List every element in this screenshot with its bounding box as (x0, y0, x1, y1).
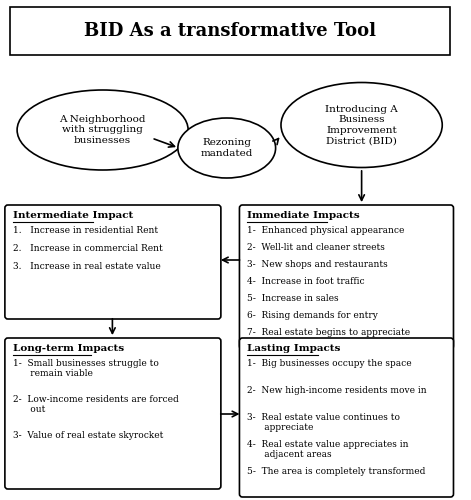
FancyBboxPatch shape (239, 338, 454, 497)
Text: Rezoning
mandated: Rezoning mandated (201, 138, 253, 158)
Text: 3-  Real estate value continues to
      appreciate: 3- Real estate value continues to apprec… (247, 413, 400, 432)
Text: Immediate Impacts: Immediate Impacts (247, 211, 360, 220)
Text: 1-  Enhanced physical appearance: 1- Enhanced physical appearance (247, 226, 405, 235)
Text: 5-  The area is completely transformed: 5- The area is completely transformed (247, 467, 426, 476)
Text: 2.   Increase in commercial Rent: 2. Increase in commercial Rent (13, 244, 162, 253)
Ellipse shape (178, 118, 276, 178)
Text: 2-  Well-lit and cleaner streets: 2- Well-lit and cleaner streets (247, 243, 385, 252)
Text: 5-  Increase in sales: 5- Increase in sales (247, 294, 339, 303)
Text: 4-  Increase in foot traffic: 4- Increase in foot traffic (247, 277, 365, 286)
Ellipse shape (281, 82, 442, 168)
Text: 3-  Value of real estate skyrocket: 3- Value of real estate skyrocket (13, 431, 163, 440)
Ellipse shape (17, 90, 188, 170)
FancyBboxPatch shape (5, 338, 221, 489)
Text: 1.   Increase in residential Rent: 1. Increase in residential Rent (13, 226, 158, 235)
Text: Long-term Impacts: Long-term Impacts (13, 344, 124, 353)
FancyBboxPatch shape (5, 205, 221, 319)
FancyBboxPatch shape (10, 7, 450, 55)
Text: 7-  Real estate begins to appreciate: 7- Real estate begins to appreciate (247, 328, 410, 337)
Text: 6-  Rising demands for entry: 6- Rising demands for entry (247, 311, 378, 320)
Text: Intermediate Impact: Intermediate Impact (13, 211, 133, 220)
Text: 3-  New shops and restaurants: 3- New shops and restaurants (247, 260, 388, 269)
Text: Lasting Impacts: Lasting Impacts (247, 344, 341, 353)
Text: BID As a transformative Tool: BID As a transformative Tool (84, 22, 376, 40)
Text: 3.   Increase in real estate value: 3. Increase in real estate value (13, 262, 161, 271)
Text: 1-  Small businesses struggle to
      remain viable: 1- Small businesses struggle to remain v… (13, 359, 159, 378)
FancyBboxPatch shape (239, 205, 454, 349)
Text: 1-  Big businesses occupy the space: 1- Big businesses occupy the space (247, 359, 412, 368)
Text: A Neighborhood
with struggling
businesses: A Neighborhood with struggling businesse… (59, 115, 146, 145)
Text: 2-  New high-income residents move in: 2- New high-income residents move in (247, 386, 427, 395)
Text: 2-  Low-income residents are forced
      out: 2- Low-income residents are forced out (13, 395, 179, 414)
Text: 4-  Real estate value appreciates in
      adjacent areas: 4- Real estate value appreciates in adja… (247, 440, 409, 460)
Text: Introducing A
Business
Improvement
District (BID): Introducing A Business Improvement Distr… (325, 105, 398, 145)
